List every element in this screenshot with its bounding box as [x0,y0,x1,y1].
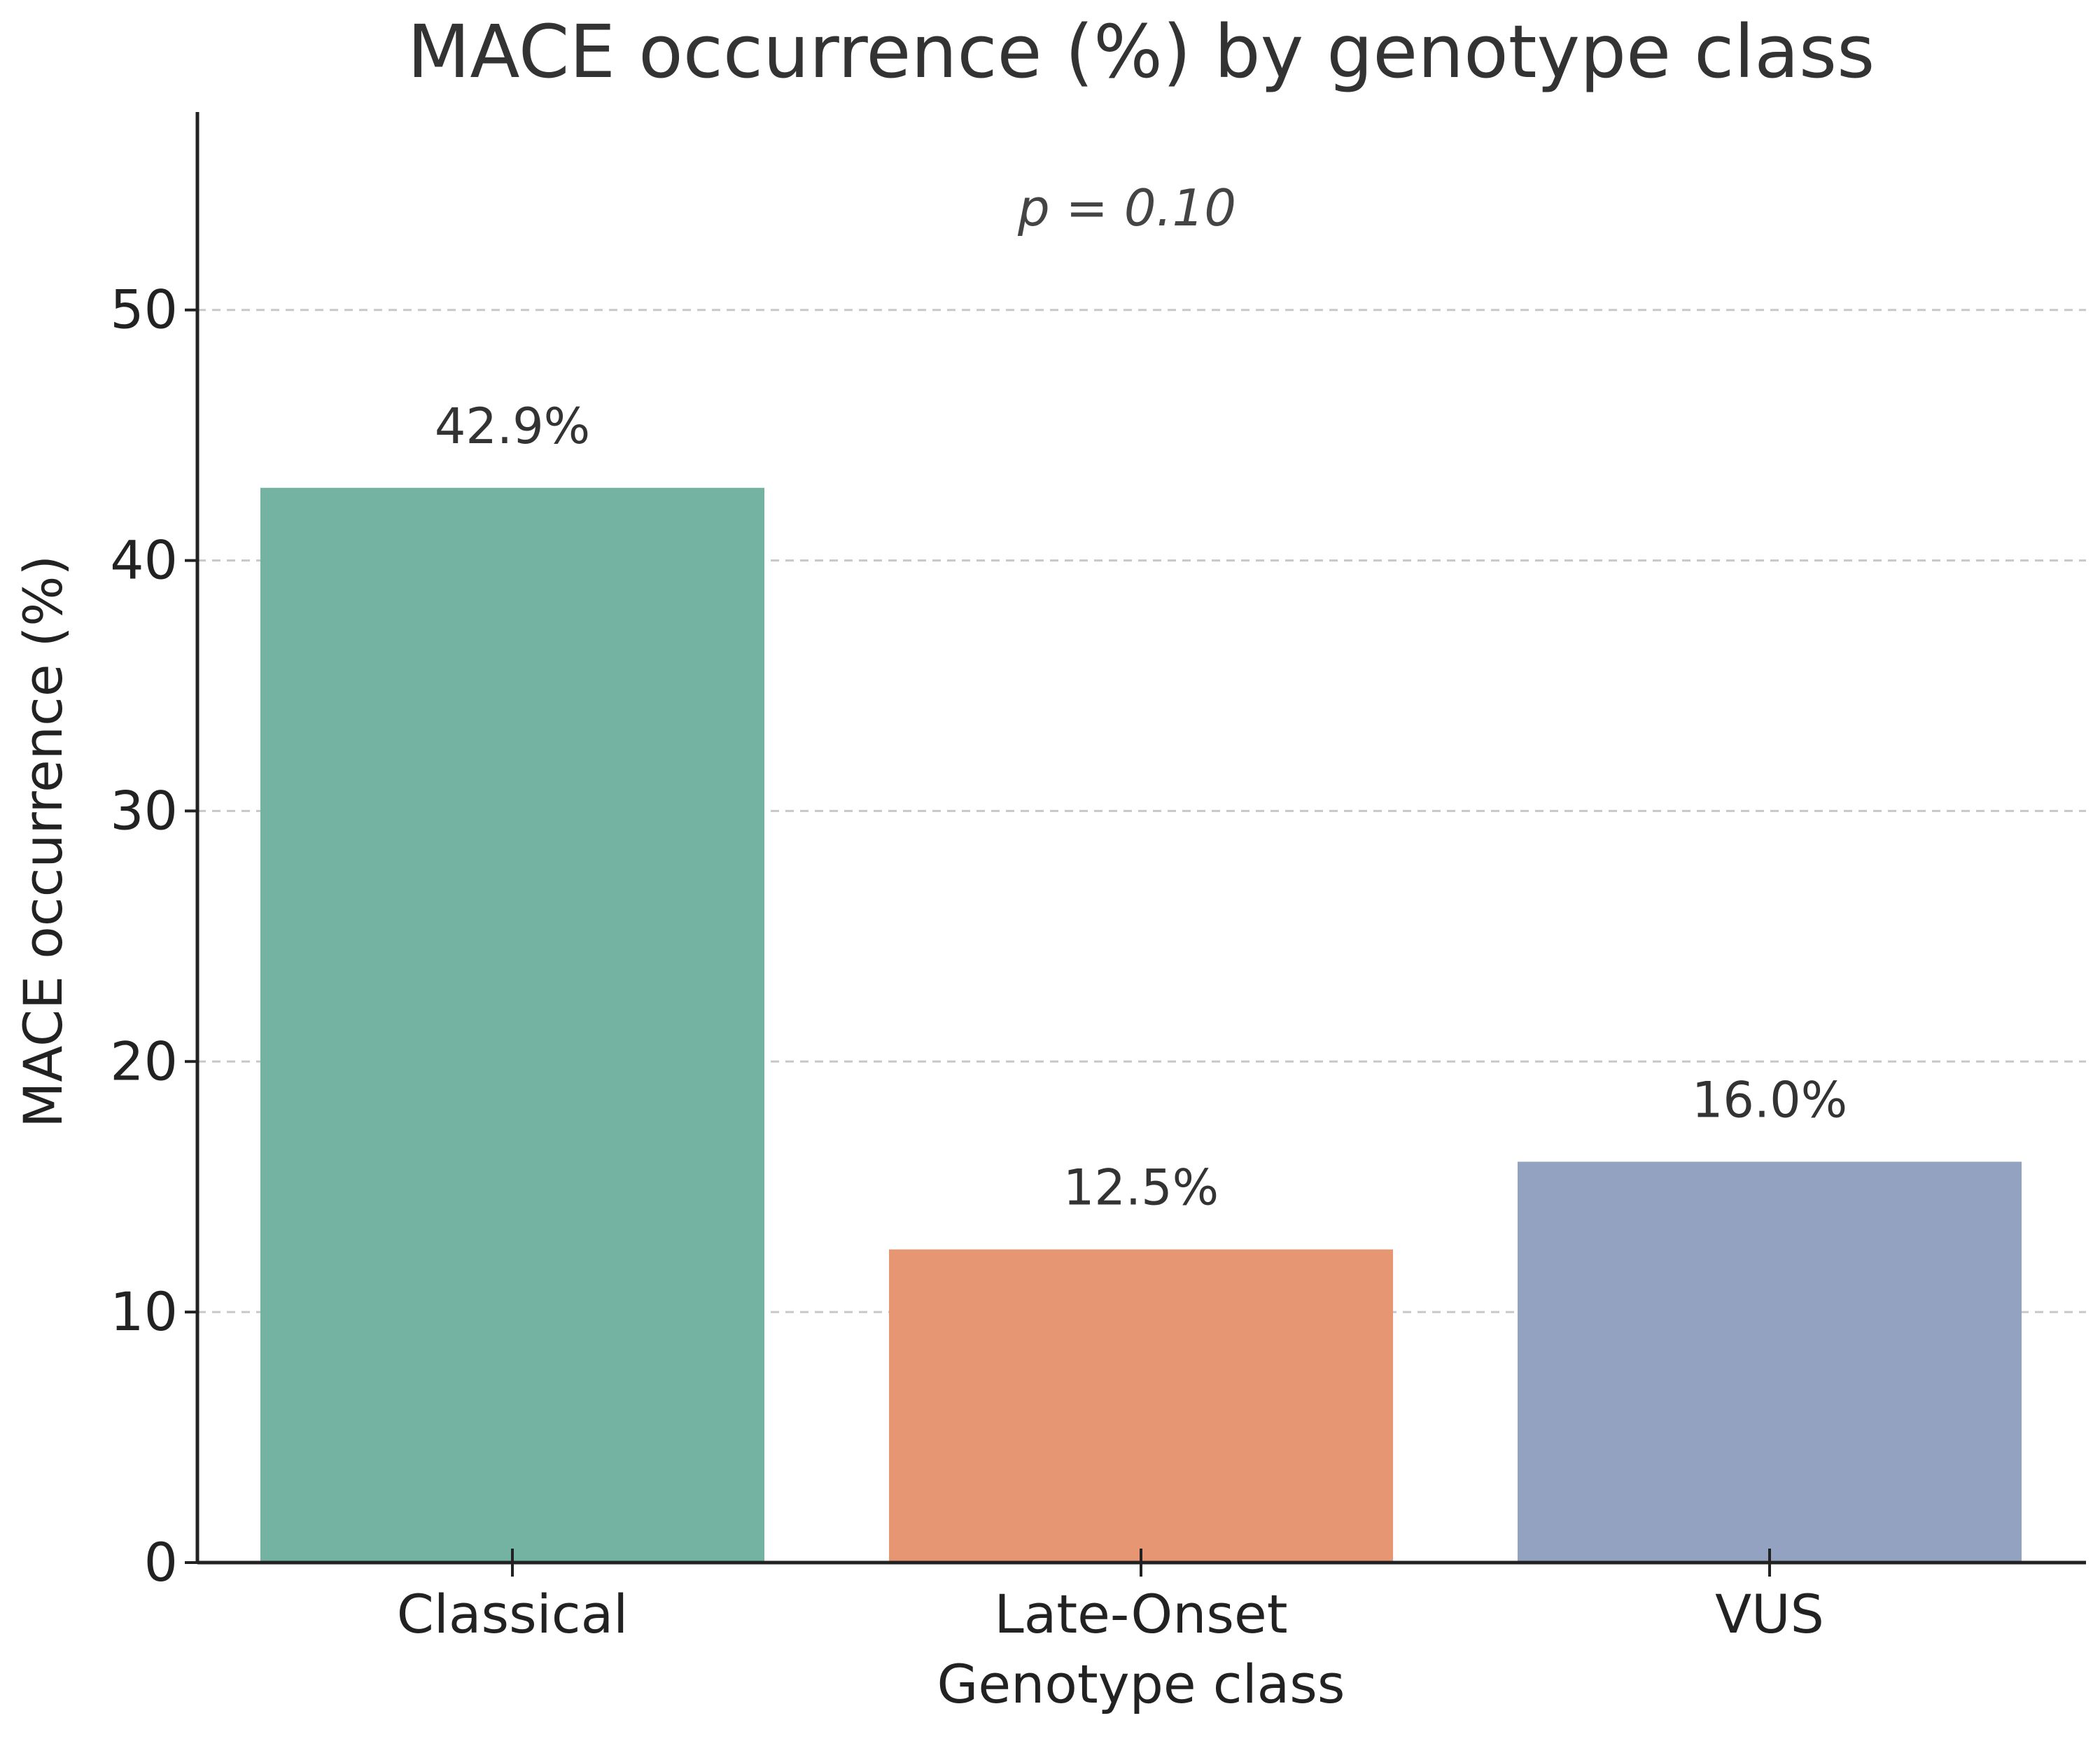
y-tick-label-40: 40 [110,529,178,592]
x-tick-label-vus: VUS [1715,1583,1824,1645]
bar-classical [260,487,764,1563]
y-axis-label: MACE occurrence (%) [12,555,74,1128]
data-labels: 42.9% 12.5% 16.0% [435,398,1847,1217]
y-tick-label-50: 50 [110,279,178,341]
data-label-vus: 16.0% [1692,1071,1847,1129]
y-ticks: 0 10 20 30 40 50 [110,279,197,1593]
bar-late-onset [889,1249,1393,1563]
y-tick-label-10: 10 [110,1280,178,1343]
bars [260,487,2022,1563]
x-tick-label-classical: Classical [397,1583,629,1645]
data-label-classical: 42.9% [435,398,590,455]
chart-title: MACE occurrence (%) by genotype class [407,9,1875,95]
x-ticks: Classical Late-Onset VUS [397,1549,1824,1645]
p-value-annotation: p = 0.10 [1017,179,1236,237]
x-axis-label: Genotype class [937,1653,1345,1715]
bar-vus [1518,1161,2022,1563]
y-tick-label-20: 20 [110,1030,178,1092]
data-label-late-onset: 12.5% [1063,1159,1219,1217]
x-tick-label-late-onset: Late-Onset [994,1583,1287,1645]
y-tick-label-30: 30 [110,779,178,841]
y-tick-label-0: 0 [144,1531,178,1593]
